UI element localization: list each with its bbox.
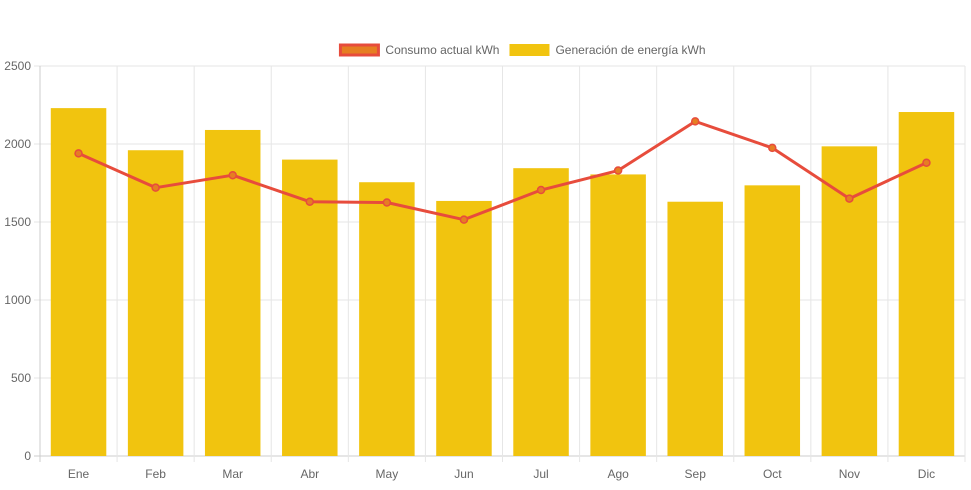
point-dic[interactable] <box>922 158 931 167</box>
y-tick-label: 1000 <box>4 293 31 307</box>
legend-swatch-generation <box>509 44 550 56</box>
legend-item-generation[interactable]: Generación de energía kWh <box>509 43 706 57</box>
point-nov[interactable] <box>845 194 854 203</box>
point-feb[interactable] <box>151 183 160 192</box>
legend[interactable]: Consumo actual kWh Generación de energía … <box>338 43 706 57</box>
point-abr[interactable] <box>305 197 315 206</box>
line-series <box>74 117 931 224</box>
y-tick-label: 0 <box>24 449 31 463</box>
axes: 0 500 1000 1500 2000 2500 Ene Feb Mar Abr May Jun Ju… <box>4 59 935 481</box>
y-tick-label: 2500 <box>4 59 31 73</box>
point-sep[interactable] <box>690 117 700 126</box>
legend-label-generation: Generación de energía kWh <box>555 43 705 57</box>
grid <box>34 65 966 462</box>
x-tick-label: Mar <box>222 467 243 481</box>
bar-ene[interactable] <box>50 108 107 457</box>
x-tick-label: May <box>376 467 399 481</box>
legend-item-consumption[interactable]: Consumo actual kWh <box>338 43 499 57</box>
x-tick-label: Oct <box>763 467 782 481</box>
point-ago[interactable] <box>613 166 623 175</box>
bar-mar[interactable] <box>204 129 261 456</box>
legend-label-consumption: Consumo actual kWh <box>385 43 499 57</box>
x-tick-label: Sep <box>685 467 707 481</box>
y-tick-label: 2000 <box>4 137 31 151</box>
bar-dic[interactable] <box>898 112 955 457</box>
x-tick-label: Abr <box>300 467 319 481</box>
bar-jun[interactable] <box>436 200 492 456</box>
point-ene[interactable] <box>74 149 83 158</box>
bar-abr[interactable] <box>282 159 338 456</box>
point-jun[interactable] <box>459 215 469 224</box>
point-may[interactable] <box>382 198 392 207</box>
bar-may[interactable] <box>359 182 415 456</box>
legend-swatch-consumption <box>338 43 380 57</box>
x-tick-label: Jun <box>454 467 473 481</box>
x-tick-label: Ago <box>607 467 629 481</box>
point-oct[interactable] <box>768 143 777 153</box>
x-tick-label: Nov <box>839 467 860 481</box>
bar-ago[interactable] <box>590 174 646 457</box>
x-tick-label: Feb <box>145 467 166 481</box>
y-tick-label: 1500 <box>4 215 31 229</box>
consumption-line <box>77 119 928 222</box>
bar-feb[interactable] <box>127 150 184 457</box>
bar-oct[interactable] <box>744 185 801 456</box>
x-tick-label: Jul <box>533 467 548 481</box>
bar-series <box>50 108 955 457</box>
bar-sep[interactable] <box>667 201 723 456</box>
y-tick-label: 500 <box>11 371 31 385</box>
x-tick-label: Dic <box>918 467 935 481</box>
x-tick-label: Ene <box>68 467 90 481</box>
point-jul[interactable] <box>536 185 546 195</box>
bar-nov[interactable] <box>821 146 878 456</box>
bar-jul[interactable] <box>513 168 569 456</box>
point-mar[interactable] <box>228 170 237 180</box>
